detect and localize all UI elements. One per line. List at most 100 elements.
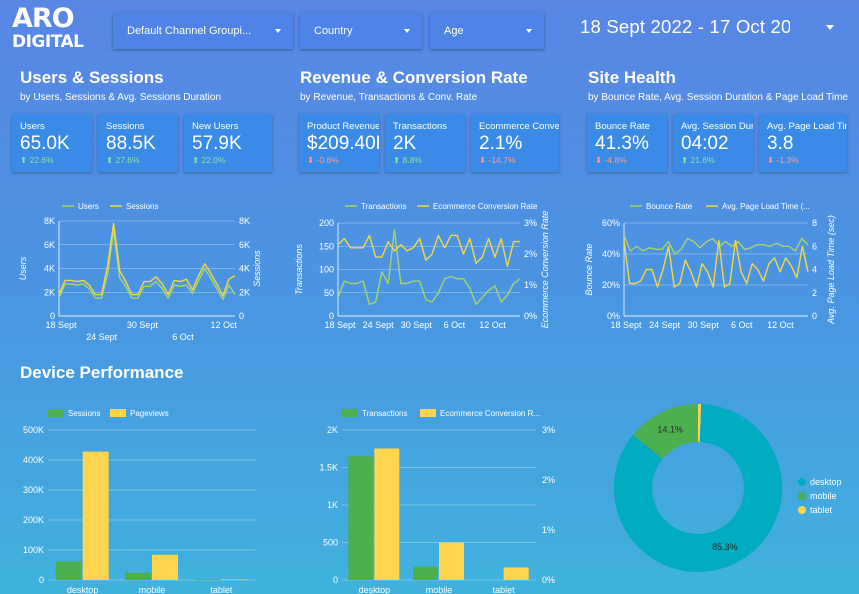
- legend-swatch-1: [110, 409, 126, 417]
- legend-label-0: Transactions: [362, 409, 408, 418]
- scorecard-label: New Users: [192, 121, 239, 132]
- y-tick-label-right: 4K: [239, 264, 250, 274]
- legend-label-0: Users: [78, 202, 99, 211]
- y-tick-label-left: 8K: [44, 216, 55, 226]
- transactions-conversion-bar-chart: 0 500 1K 1.5K 2K 0% 1% 2% 3% desktop mobile tablet T…: [319, 409, 555, 594]
- y-tick-label-left: 400K: [23, 455, 44, 465]
- scorecard-users: Users 65.0K ⬆ 22.6%: [12, 114, 92, 172]
- x-tick-label: 12 Oct: [210, 320, 237, 330]
- legend-label-0: Sessions: [68, 409, 100, 418]
- chevron-down-icon: [404, 29, 410, 33]
- y-tick-label-left: 20%: [602, 280, 620, 290]
- bounce-load-time-line-chart: 0% 20% 40% 60% 0 2 4 6 8 Bounce Rate Avg. Page Loa…: [584, 202, 836, 330]
- x-tick-label: 30 Sept: [127, 320, 159, 330]
- legend-label-0: Transactions: [361, 202, 407, 211]
- site-health-section-title: Site Health: [588, 68, 676, 87]
- y-tick-label-left: 0: [50, 311, 55, 321]
- transactions-conversion-line-chart: 0 50 100 150 200 0% 1% 2% 3% Transactions Ecommerc…: [294, 202, 550, 330]
- y-axis-label-left: Transactions: [294, 244, 304, 295]
- scorecard-change: ⬆ 22.0%: [192, 155, 226, 165]
- date-range-label[interactable]: 18 Sept 2022 - 17 Oct 2022: [580, 16, 790, 37]
- y-tick-label-right: 1%: [542, 525, 555, 535]
- y-tick-label-left: 50: [324, 288, 334, 298]
- x-tick-label: 6 Oct: [444, 320, 466, 330]
- legend-swatch-1: [420, 409, 436, 417]
- x-tick-label: 18 Sept: [45, 320, 77, 330]
- donut-slice-desktop: [614, 404, 782, 572]
- y-tick-label-left: 200: [319, 218, 334, 228]
- scorecard-value: 65.0K: [20, 133, 70, 154]
- age-filter[interactable]: Age: [430, 13, 544, 49]
- scorecard-sessions: Sessions 88.5K ⬆ 27.6%: [98, 114, 178, 172]
- bar-tablet-1: [221, 579, 248, 580]
- y-axis-label-right: Sessions: [252, 250, 262, 287]
- country-filter[interactable]: Country: [300, 13, 422, 49]
- y-tick-label-left: 6K: [44, 240, 55, 250]
- y-tick-label-right: 0: [239, 311, 244, 321]
- scorecard-change: ⬆ 27.6%: [106, 155, 140, 165]
- bar-mobile-0: [125, 572, 151, 580]
- x-tick-label: 18 Sept: [610, 320, 642, 330]
- bar-mobile-1: [152, 554, 178, 580]
- y-tick-label-right: 2%: [542, 475, 555, 485]
- legend-swatch-0: [342, 409, 358, 417]
- chevron-down-icon: [526, 29, 532, 33]
- scorecard-bounce-rate: Bounce Rate 41.3% ⬇ -4.8%: [587, 114, 667, 172]
- scorecard-avg-session-duration: Avg. Session Duration 04:02 ⬆ 21.6%: [673, 114, 753, 172]
- users-section-title: Users & Sessions: [20, 68, 164, 87]
- y-tick-label-left: 300K: [23, 485, 44, 495]
- y-tick-label-left: 500K: [23, 425, 44, 435]
- y-tick-label-right: 3%: [542, 425, 555, 435]
- scorecard-label: Ecommerce Conversion Rate: [479, 121, 559, 132]
- y-tick-label-left: 100: [319, 265, 334, 275]
- series-line-0: [58, 229, 236, 301]
- scorecard-change: ⬆ 22.6%: [20, 155, 54, 165]
- x-tick-label: desktop: [359, 585, 391, 594]
- x-tick-label: tablet: [210, 585, 233, 594]
- channel-grouping-filter[interactable]: Default Channel Groupi...: [113, 13, 293, 49]
- scorecard-change: ⬇ -0.6%: [307, 155, 339, 165]
- y-tick-label-left: 500: [323, 538, 338, 548]
- y-tick-label-right: 0%: [542, 575, 555, 585]
- y-tick-label-left: 0: [333, 575, 338, 585]
- legend-label-tablet: tablet: [810, 505, 833, 515]
- donut-slice-tablet: [698, 404, 702, 443]
- y-axis-label-right: Avg. Page Load Time (sec): [826, 215, 836, 325]
- x-tick-label: 18 Sept: [324, 320, 356, 330]
- x-tick-label: mobile: [426, 585, 453, 594]
- x-tick-label: 24 Sept: [649, 320, 681, 330]
- legend-label-0: Bounce Rate: [646, 202, 693, 211]
- legend-label-1: Avg. Page Load Time (...: [722, 202, 810, 211]
- users-section-subtitle: by Users, Sessions & Avg. Sessions Durat…: [20, 92, 222, 103]
- site-health-section-subtitle: by Bounce Rate, Avg. Session Duration & …: [588, 92, 848, 103]
- legend-label-1: Sessions: [126, 202, 158, 211]
- legend-label-mobile: mobile: [810, 491, 837, 501]
- scorecard-value: 88.5K: [106, 133, 156, 154]
- series-line-1: [623, 239, 809, 288]
- y-tick-label-right: 3%: [524, 218, 537, 228]
- scorecard-change: ⬇ -1.3%: [767, 155, 799, 165]
- y-tick-label-right: 8K: [239, 216, 250, 226]
- y-tick-label-left: 200K: [23, 515, 44, 525]
- scorecard-ecommerce-conversion-rate: Ecommerce Conversion Rate 2.1% ⬇ -14.7%: [471, 114, 559, 172]
- scorecard-label: Bounce Rate: [595, 121, 650, 132]
- scorecard-value: 04:02: [681, 133, 729, 154]
- x-tick-label: desktop: [67, 585, 99, 594]
- y-tick-label-right: 6: [812, 241, 817, 251]
- legend-label-1: Pageviews: [130, 409, 169, 418]
- y-tick-label-left: 0: [329, 311, 334, 321]
- bar-mobile-0: [413, 566, 438, 580]
- revenue-section-title: Revenue & Conversion Rate: [300, 68, 528, 87]
- y-tick-label-right: 8: [812, 218, 817, 228]
- scorecard-new-users: New Users 57.9K ⬆ 22.0%: [184, 114, 272, 172]
- series-line-0: [337, 229, 521, 306]
- aro-digital-logo: ARO DIGITAL: [12, 5, 84, 56]
- y-tick-label-left: 60%: [602, 218, 620, 228]
- y-tick-label-left: 2K: [44, 287, 55, 297]
- y-tick-label-right: 1%: [524, 280, 537, 290]
- device-donut-chart: 85.3% 14.1% desktop mobile tablet: [614, 404, 842, 572]
- bar-desktop-0: [55, 561, 82, 580]
- y-tick-label-right: 2K: [239, 287, 250, 297]
- date-range-chevron-down-icon[interactable]: [826, 25, 834, 30]
- x-tick-label: 6 Oct: [731, 320, 753, 330]
